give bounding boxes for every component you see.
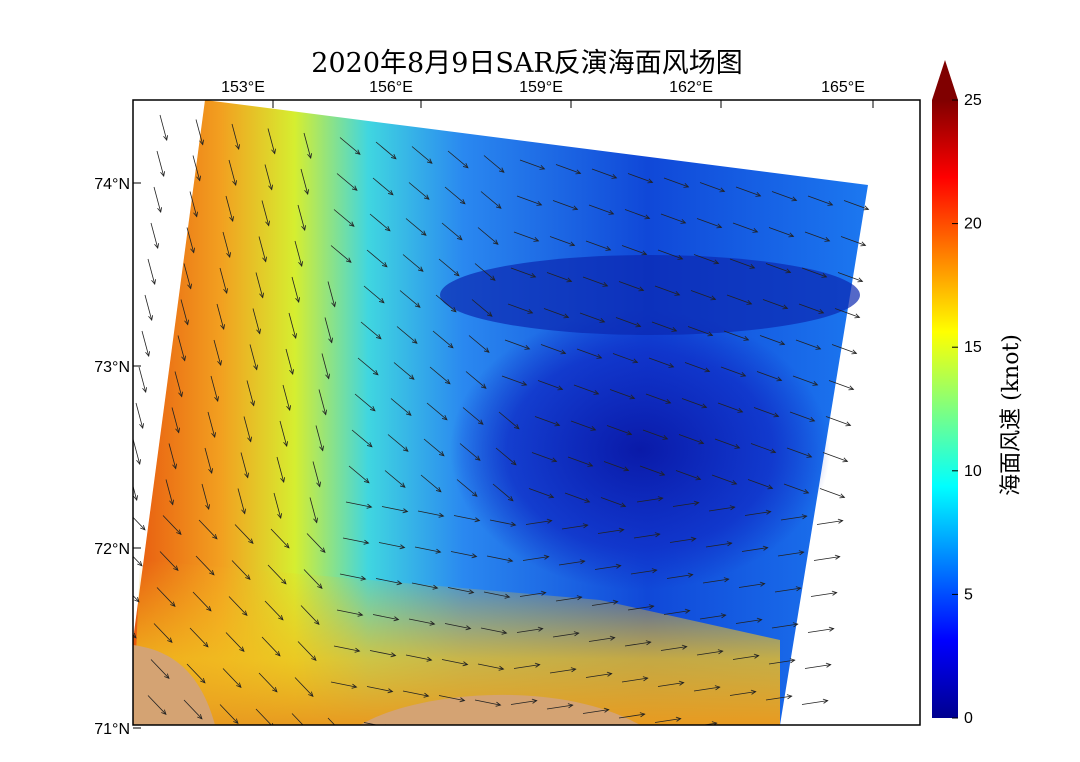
wind-arrow: [400, 727, 425, 732]
wind-arrow: [508, 737, 534, 741]
low-wind-band: [440, 255, 860, 335]
wind-arrow: [811, 593, 837, 597]
lon-label: 165°E: [821, 79, 865, 96]
wind-arrow-head: [457, 734, 462, 738]
colorbar-tick-label: 0: [964, 710, 973, 727]
wind-arrow-head: [125, 705, 130, 710]
wind-arrow: [826, 417, 850, 426]
wind-arrow: [145, 295, 152, 320]
wind-arrow: [820, 489, 844, 498]
map-area: [112, 100, 868, 758]
title: 2020年8月9日SAR反演海面风场图: [311, 48, 742, 79]
colorbar: [932, 100, 958, 718]
wind-arrow: [763, 732, 789, 736]
colorbar-tick-label: 20: [964, 216, 982, 233]
wind-arrow: [115, 655, 133, 674]
wind-arrow: [808, 629, 834, 633]
wind-arrow: [472, 736, 497, 741]
lon-label: 156°E: [369, 79, 413, 96]
wind-arrow: [127, 511, 145, 530]
wind-arrow-head: [493, 738, 498, 742]
wind-arrow-head: [341, 732, 346, 737]
wind-arrow: [160, 115, 167, 140]
wind-arrow: [802, 701, 828, 705]
lon-label: 153°E: [221, 79, 265, 96]
wind-arrow: [805, 665, 831, 669]
wind-arrow-head: [748, 726, 753, 730]
wind-arrow-head: [421, 729, 426, 733]
wind-arrow: [817, 521, 843, 525]
colorbar-tick-label: 5: [964, 586, 973, 603]
wind-arrow-head: [565, 740, 570, 744]
wind-arrow-head: [529, 735, 534, 739]
colorbar-tick-label: 15: [964, 339, 982, 356]
wind-arrow: [139, 367, 146, 392]
wind-arrow: [142, 331, 149, 356]
wind-arrow: [112, 691, 130, 710]
wind-arrow: [727, 728, 753, 732]
wind-arrow-head: [305, 728, 310, 733]
wind-arrow: [151, 223, 158, 248]
wind-arrow-head: [820, 735, 825, 739]
lon-label: 162°E: [669, 79, 713, 96]
wind-arrow: [580, 746, 606, 750]
wind-arrow-head: [784, 731, 789, 735]
wind-arrow-head: [601, 744, 606, 748]
wind-arrow-head: [673, 753, 678, 757]
wind-arrow: [148, 259, 155, 284]
wind-arrow: [136, 403, 143, 428]
lat-label: 71°N: [94, 721, 130, 738]
colorbar-tick-label: 25: [964, 92, 982, 109]
lat-label: 72°N: [94, 541, 130, 558]
colorbar-label: 海面风速 (knot): [999, 334, 1024, 496]
wind-arrow: [157, 151, 164, 176]
wind-arrow: [616, 750, 642, 754]
wind-arrow: [133, 439, 140, 464]
wind-arrow: [436, 732, 461, 737]
wind-arrow-head: [128, 669, 133, 674]
wind-arrow: [652, 755, 678, 758]
wind-arrow: [121, 583, 139, 602]
wind-arrow: [154, 187, 161, 212]
wind-arrow: [799, 737, 825, 741]
lat-label: 73°N: [94, 359, 130, 376]
colorbar-extend: [932, 60, 958, 100]
colorbar-tick-label: 10: [964, 463, 982, 480]
wind-arrow: [814, 557, 840, 561]
lat-label: 74°N: [94, 176, 130, 193]
wind-arrow-head: [637, 749, 642, 753]
wind-arrow: [544, 741, 570, 745]
lon-label: 159°E: [519, 79, 563, 96]
